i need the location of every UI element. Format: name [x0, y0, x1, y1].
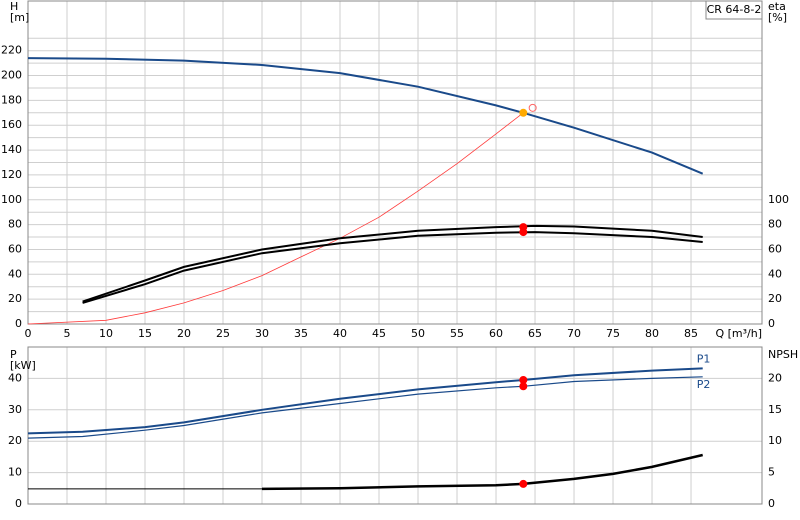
curve — [27, 367, 703, 435]
y-axis-label: H — [10, 0, 18, 13]
x-tick-label: 30 — [255, 327, 269, 340]
y2-tick-label: 60 — [768, 242, 782, 255]
x-tick-label: 10 — [99, 327, 113, 340]
y-axis-label: P — [10, 348, 17, 361]
y2-tick-label: 0 — [768, 317, 775, 330]
plot-frame — [27, 0, 763, 325]
y-tick-label: 100 — [1, 193, 22, 206]
y-tick-label: 0 — [15, 317, 22, 330]
x-tick-label: 20 — [177, 327, 191, 340]
x-tick-label: 80 — [645, 327, 659, 340]
y-tick-label: 10 — [8, 466, 22, 479]
x-tick-label: 75 — [606, 327, 620, 340]
y2-tick-label: 80 — [768, 218, 782, 231]
x-tick-label: 5 — [64, 327, 71, 340]
x-tick-label: 65 — [528, 327, 542, 340]
curve — [27, 376, 703, 439]
y-tick-label: 220 — [1, 44, 22, 57]
y2-tick-label: 20 — [768, 371, 782, 384]
x-tick-label: 35 — [294, 327, 308, 340]
x-tick-label: 50 — [411, 327, 425, 340]
y-axis-label: [m] — [10, 11, 29, 24]
y2-tick-label: 20 — [768, 292, 782, 305]
x-tick-label: 85 — [684, 327, 698, 340]
curve — [82, 224, 703, 303]
chart-title: CR 64-8-2 — [707, 3, 762, 16]
y-tick-label: 30 — [8, 403, 22, 416]
x-tick-label: 25 — [216, 327, 230, 340]
y-tick-label: 200 — [1, 69, 22, 82]
y-tick-label: 20 — [8, 434, 22, 447]
y2-axis-label: NPSH — [768, 348, 798, 361]
y2-axis-label: [%] — [768, 11, 787, 24]
y2-tick-label: 5 — [768, 466, 775, 479]
y-tick-label: 140 — [1, 143, 22, 156]
duty-point — [519, 108, 528, 117]
curve — [82, 231, 703, 304]
y-tick-label: 40 — [8, 371, 22, 384]
x-tick-label: 40 — [333, 327, 347, 340]
y-tick-label: 0 — [15, 497, 22, 510]
y2-tick-label: 100 — [768, 193, 789, 206]
x-tick-label: 15 — [138, 327, 152, 340]
y-axis-label: [kW] — [10, 359, 36, 372]
y-tick-label: 160 — [1, 118, 22, 131]
x-tick-label: 0 — [25, 327, 32, 340]
plot-frame — [27, 346, 763, 505]
y-tick-label: 120 — [1, 168, 22, 181]
y2-axis-label: eta — [768, 0, 786, 13]
x-axis-label: Q [m³/h] — [715, 327, 762, 340]
y2-tick-label: 10 — [768, 434, 782, 447]
x-tick-label: 55 — [450, 327, 464, 340]
y-tick-label: 20 — [8, 292, 22, 305]
y2-tick-label: 15 — [768, 403, 782, 416]
duty-point — [528, 103, 537, 112]
duty-point — [519, 479, 528, 488]
curve — [27, 112, 524, 325]
y-tick-label: 60 — [8, 242, 22, 255]
y-tick-label: 40 — [8, 267, 22, 280]
curve — [27, 57, 704, 175]
x-tick-label: 45 — [372, 327, 386, 340]
y-tick-label: 180 — [1, 93, 22, 106]
y2-tick-label: 0 — [768, 497, 775, 510]
duty-point — [519, 228, 528, 237]
series-label: P1 — [697, 352, 711, 365]
x-tick-label: 70 — [567, 327, 581, 340]
series-label: P2 — [697, 378, 711, 391]
y2-tick-label: 40 — [768, 267, 782, 280]
y-tick-label: 80 — [8, 218, 22, 231]
title-box — [705, 0, 763, 20]
duty-point — [519, 382, 528, 391]
x-tick-label: 60 — [489, 327, 503, 340]
